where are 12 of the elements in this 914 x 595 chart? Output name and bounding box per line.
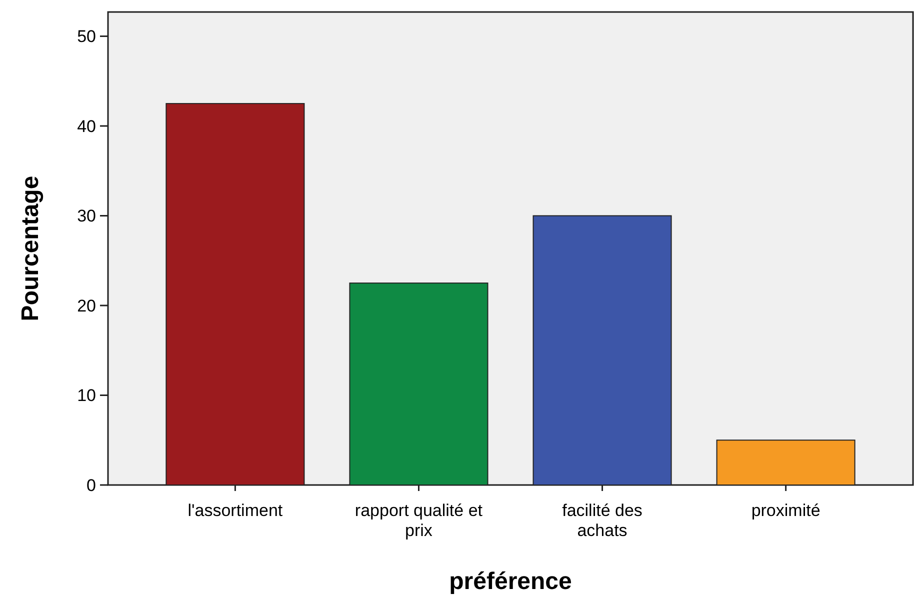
x-tick-label: facilité des achats — [562, 501, 642, 540]
y-tick-label: 20 — [77, 296, 96, 316]
y-tick-label: 0 — [86, 476, 96, 495]
x-axis-title: préférence — [449, 568, 572, 595]
y-tick-label: 30 — [77, 206, 96, 226]
y-tick-label: 40 — [77, 116, 96, 136]
x-tick-label: rapport qualité et prix — [354, 501, 483, 540]
y-axis-title: Pourcentage — [17, 176, 44, 322]
y-tick-label: 10 — [77, 386, 96, 406]
x-tick-label: l'assortiment — [188, 501, 283, 520]
x-tick-label: proximité — [751, 501, 820, 520]
y-tick-label: 50 — [77, 27, 96, 46]
